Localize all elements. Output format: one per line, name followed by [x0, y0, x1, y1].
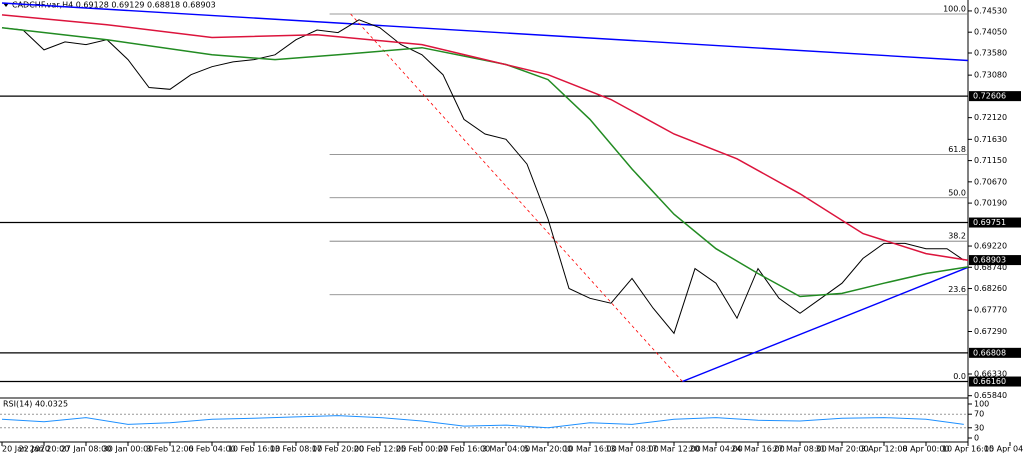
fib-label: 38.2 [948, 232, 966, 241]
x-tick-label: 10 Mar 16:00 [563, 445, 616, 454]
level-tag [969, 376, 1021, 387]
x-tick-label: 6 Feb 04:00 [188, 445, 235, 454]
fib-label: 100.0 [943, 5, 966, 14]
price-label: 0.68903 [973, 256, 1006, 265]
y-tick-label: 0.67770 [974, 306, 1007, 315]
level-label: 0.69751 [973, 218, 1006, 227]
y-tick-label: 0.73580 [974, 48, 1007, 57]
price-tag [969, 255, 1021, 266]
y-tick-label: 0.65840 [974, 391, 1007, 400]
series-line [682, 266, 969, 383]
series-line [1, 415, 964, 429]
x-tick-label: 27 Jan 08:00 [61, 445, 112, 454]
x-tick-label: 17 Feb 20:00 [312, 445, 364, 454]
x-tick-label: 20 Jan 2020 [2, 445, 50, 454]
series-line [350, 13, 683, 382]
level-label: 0.72606 [973, 92, 1006, 101]
x-tick-label: 13 Feb 08:00 [270, 445, 322, 454]
y-tick-label: 0.68740 [974, 263, 1007, 272]
y-tick-label: 30 [974, 423, 984, 432]
y-tick-label: 0.71630 [974, 135, 1007, 144]
x-tick-label: 27 Feb 16:00 [438, 445, 490, 454]
x-tick-label: 15 Apr 04:00 [984, 445, 1024, 454]
x-tick-label: 13 Mar 08:00 [605, 445, 658, 454]
y-tick-label: 0.67290 [974, 327, 1007, 336]
x-tick-label: 3 Feb 12:00 [146, 445, 193, 454]
y-tick-label: 0.74050 [974, 28, 1007, 37]
series-line [1, 14, 969, 261]
fib-label: 0.0 [953, 372, 966, 381]
y-tick-label: 0.71150 [974, 156, 1007, 165]
fib-label: 50.0 [948, 188, 966, 197]
x-tick-label: 5 Mar 20:00 [524, 445, 572, 454]
y-tick-label: 0.73080 [974, 71, 1007, 80]
y-tick-label: 0.68260 [974, 284, 1007, 293]
x-tick-label: 10 Apr 16:00 [942, 445, 994, 454]
level-label: 0.66160 [973, 377, 1006, 386]
x-tick-label: 24 Mar 16:00 [731, 445, 784, 454]
x-tick-label: 30 Jan 00:00 [103, 445, 154, 454]
x-tick-label: 22 Jan 20:00 [19, 445, 70, 454]
series-line [1, 2, 969, 62]
fib-label: 61.8 [948, 145, 966, 154]
level-tag [969, 217, 1021, 228]
x-tick-label: 20 Feb 12:00 [354, 445, 406, 454]
y-tick-label: 70 [974, 410, 984, 419]
x-tick-label: 3 Mar 04:00 [482, 445, 530, 454]
chart-title: CADCHF.var,H4 0.69128 0.69129 0.68818 0.… [12, 1, 216, 10]
x-tick-label: 3 Apr 12:00 [860, 445, 907, 454]
x-tick-label: 8 Apr 00:00 [902, 445, 949, 454]
x-tick-label: 25 Feb 00:00 [396, 445, 448, 454]
level-tag [969, 347, 1021, 358]
fib-label: 23.6 [948, 285, 966, 294]
y-tick-label: 100 [974, 400, 989, 409]
y-tick-label: 0.66330 [974, 370, 1007, 379]
x-tick-label: 10 Feb 16:00 [228, 445, 280, 454]
y-tick-label: 0 [974, 434, 979, 443]
x-tick-label: 20 Mar 04:00 [689, 445, 742, 454]
y-tick-label: 0.74530 [974, 6, 1007, 15]
series-line [1, 27, 969, 298]
y-tick-label: 0.72120 [974, 113, 1007, 122]
x-tick-label: 17 Mar 12:00 [647, 445, 700, 454]
x-tick-label: 27 Mar 08:00 [773, 445, 826, 454]
level-label: 0.66808 [973, 348, 1006, 357]
series-line [1, 19, 965, 335]
y-tick-label: 0.70190 [974, 199, 1007, 208]
y-tick-label: 0.70670 [974, 177, 1007, 186]
y-tick-label: 0.69220 [974, 242, 1007, 251]
rsi-title: RSI(14) 40.0325 [3, 400, 68, 409]
x-tick-label: 31 Mar 20:00 [815, 445, 868, 454]
level-tag [969, 91, 1021, 102]
